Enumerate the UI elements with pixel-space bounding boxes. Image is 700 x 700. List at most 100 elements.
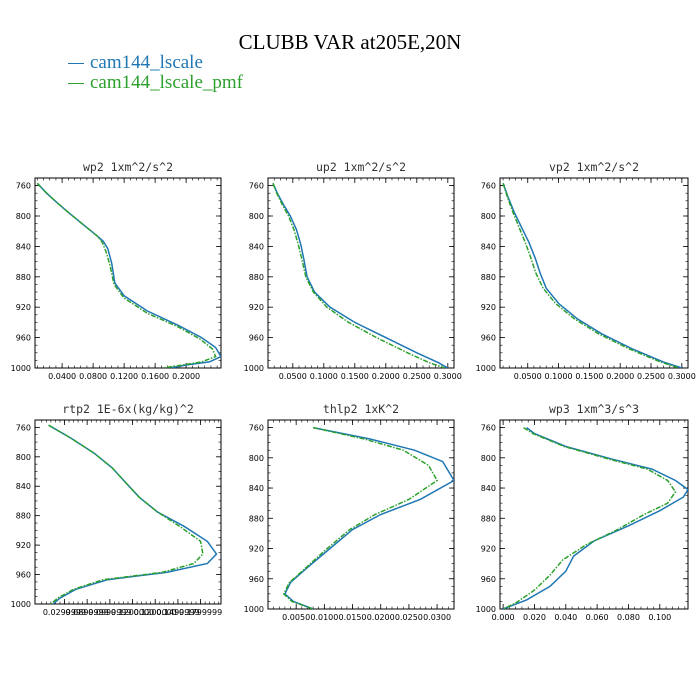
x-tick-label: 0.1500 [341,372,369,381]
y-tick-label: 800 [481,454,496,463]
series-line-1 [48,424,218,604]
y-tick-label: 760 [16,423,31,432]
y-tick-label: 840 [249,484,264,493]
x-tick-label: 0.1200 [110,372,138,381]
series-line-1 [502,183,683,368]
legend-entry-2: cam144_lscale_pmf [68,72,243,94]
y-tick-label: 880 [16,512,31,521]
y-tick-label: 800 [249,212,264,221]
y-tick-label: 760 [481,182,496,191]
y-tick-label: 760 [481,424,496,433]
legend-line-2 [68,83,84,85]
y-tick-label: 920 [249,303,264,312]
x-tick-label: 0.0299999 [43,608,86,617]
x-tick-label: 0.0100 [310,613,338,622]
figure-title: CLUBB VAR at205E,20N [238,30,462,54]
legend-label-1: cam144_lscale [90,52,203,73]
series-line-2 [36,182,217,368]
x-tick-label: 0.0150 [339,613,367,622]
x-tick-label: 0.1200000 [111,608,154,617]
panel-1: wp2 1xm^2/s^2 760 800 840 880 920 960 1000 0.040… [11,160,222,381]
panel-title: wp2 1xm^2/s^2 [83,160,173,174]
series-line-2 [282,426,439,609]
y-tick-label: 920 [16,541,31,550]
y-tick-label: 920 [249,545,264,554]
x-tick-label: 0.080 [617,613,640,622]
series-line-2 [48,424,204,604]
panel-title: thlp2 1xK^2 [323,402,399,416]
y-tick-label: 960 [16,334,31,343]
y-tick-label: 880 [249,273,264,282]
x-tick-label: 0.0800 [79,372,107,381]
plot-frame [267,177,455,369]
y-tick-label: 960 [249,334,264,343]
x-tick-label: 0.2500 [403,372,431,381]
y-tick-label: 1000 [11,600,31,609]
y-tick-label: 1000 [244,364,264,373]
x-tick-label: 0.0050 [282,613,310,622]
y-tick-label: 960 [481,334,496,343]
x-tick-label: 0.100 [648,613,671,622]
legend-label-2: cam144_lscale_pmf [90,72,244,93]
y-tick-label: 880 [249,514,264,523]
panel-4: rtp2 1E-6x(kg/kg)^2 760 800 840 880 920 960 100… [11,402,223,617]
x-tick-label: 0.1799999 [179,608,222,617]
y-tick-label: 800 [16,212,31,221]
x-tick-label: 0.1200000 [134,608,177,617]
x-tick-label: 0.2500 [637,372,665,381]
x-tick-label: 0.2000 [372,372,400,381]
y-tick-label: 960 [16,571,31,580]
panel-2: up2 1xm^2/s^2 760 800 840 880 920 960 1000 0.050… [244,160,462,381]
y-tick-label: 1000 [244,605,264,614]
x-tick-label: 0.0200 [367,613,395,622]
series-line-2 [272,183,445,368]
x-tick-label: 0.2000 [606,372,634,381]
y-tick-label: 840 [16,242,31,251]
y-tick-label: 800 [16,453,31,462]
panel-title: up2 1xm^2/s^2 [316,160,406,174]
panel-3: vp2 1xm^2/s^2 760 800 840 880 920 960 1000 0.050… [476,160,696,381]
x-tick-label: 0.1500 [575,372,603,381]
y-tick-label: 1000 [11,364,31,373]
y-tick-label: 880 [481,273,496,282]
y-tick-label: 760 [249,182,264,191]
y-tick-label: 920 [481,303,496,312]
x-tick-label: 0.2000 [172,372,200,381]
x-tick-label: 0.0300 [423,613,451,622]
y-tick-label: 960 [249,575,264,584]
panel-6: wp3 1xm^3/s^3 760 800 840 880 920 960 10000.000… [476,402,689,622]
x-tick-label: 0.060 [586,613,609,622]
x-tick-label: 0.1000 [545,372,573,381]
panel-title: wp3 1xm^3/s^3 [549,402,639,416]
panel-title: vp2 1xm^2/s^2 [549,160,639,174]
series-line-1 [272,183,449,368]
series-line-2 [502,426,677,609]
x-tick-label: 0.3000 [434,372,462,381]
y-tick-label: 880 [16,273,31,282]
x-tick-label: 0.1499999 [156,608,199,617]
y-tick-label: 840 [481,484,496,493]
y-tick-label: 1000 [476,364,496,373]
y-tick-label: 800 [249,454,264,463]
x-tick-label: 0.0400 [48,372,76,381]
series-line-1 [36,182,221,368]
series-line-1 [283,426,454,609]
x-tick-label: 0.000 [492,613,515,622]
legend-line-1 [68,63,84,65]
y-tick-label: 840 [249,242,264,251]
x-tick-label: 0.020 [523,613,546,622]
y-tick-label: 760 [249,424,264,433]
y-tick-label: 840 [16,482,31,491]
y-tick-label: 960 [481,575,496,584]
x-tick-label: 0.040 [554,613,577,622]
legend-entry-1: cam144_lscale [68,52,203,74]
x-tick-label: 0.0500 [514,372,542,381]
plot-frame [499,177,689,369]
plot-frame [499,419,689,610]
y-tick-label: 800 [481,212,496,221]
plot-frame [267,419,455,610]
y-tick-label: 760 [16,182,31,191]
